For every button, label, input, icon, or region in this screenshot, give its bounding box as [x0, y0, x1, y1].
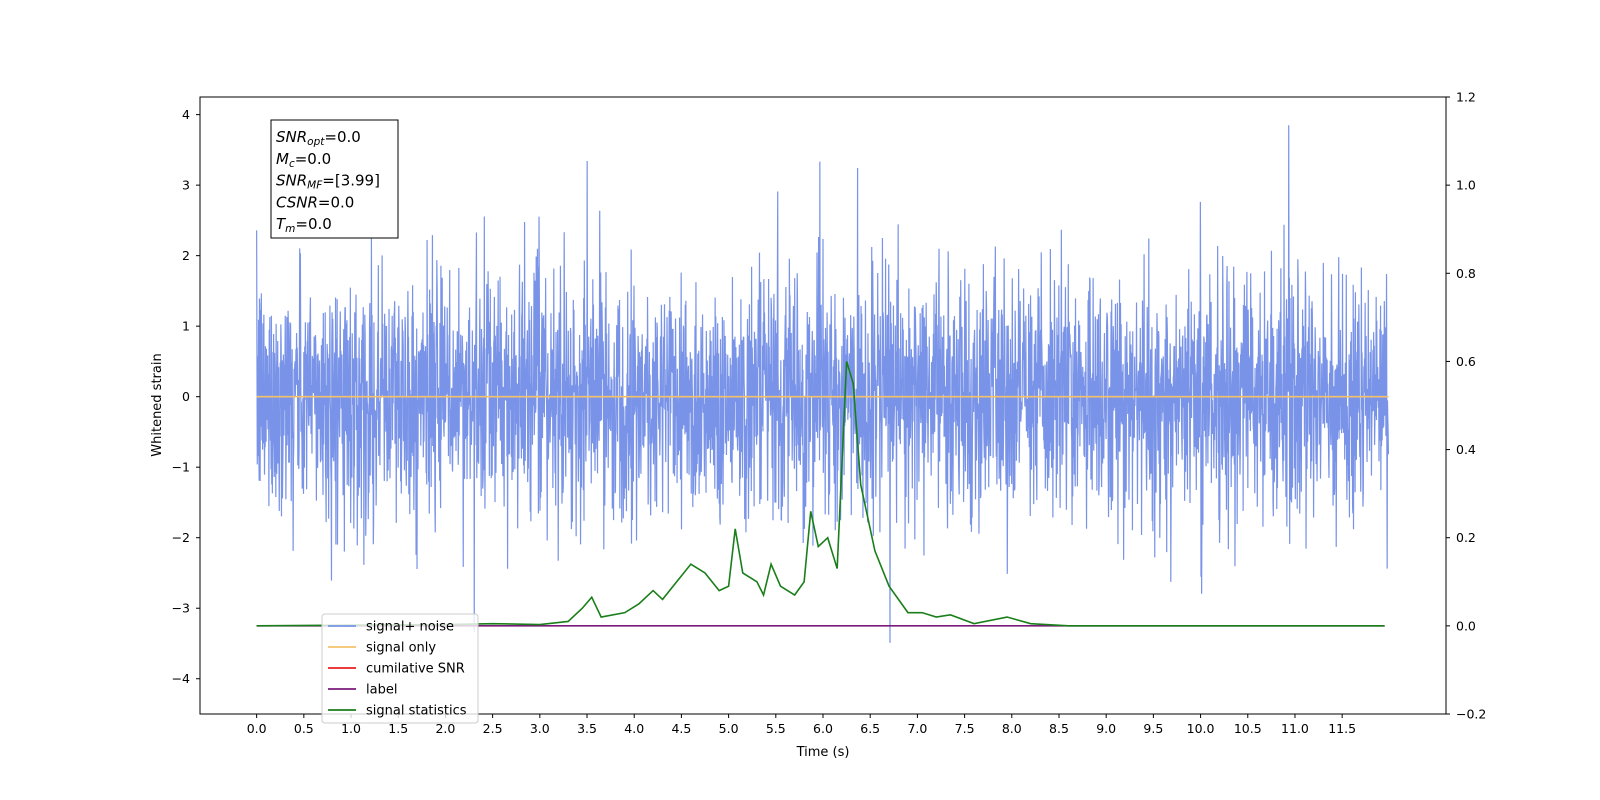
x-tick-label: 7.5: [955, 721, 975, 736]
y2-tick-label: 0.4: [1456, 442, 1476, 457]
legend-label: signal only: [366, 641, 436, 656]
x-tick-label: 8.5: [1049, 721, 1069, 736]
x-tick-label: 4.0: [624, 721, 644, 736]
plot-content: [256, 125, 1390, 643]
x-tick-label: 2.5: [483, 721, 503, 736]
x-axis: 0.0 0.5 1.0 1.5 2.0 2.5 3.0 3.5 4.0 4.5 5.0 5.5 6.0 6…: [247, 714, 1356, 736]
x-tick-label: 11.0: [1281, 721, 1309, 736]
y2-tick-label: 0.2: [1456, 530, 1476, 545]
y-axis-left: −4 −3 −2 −1 0 1 2 3 4: [172, 107, 200, 686]
x-tick-label: 4.5: [671, 721, 691, 736]
y2-tick-label: −0.2: [1456, 707, 1486, 722]
y-tick-label: −2: [172, 530, 190, 545]
x-tick-label: 8.0: [1002, 721, 1022, 736]
legend-label: signal statistics: [366, 704, 467, 719]
annotation-var: SNR: [276, 128, 307, 146]
y-tick-label: −1: [172, 460, 190, 475]
annotation-line: SNRMF=[3.99]: [276, 172, 380, 192]
annotation-sub: MF: [307, 180, 323, 192]
annotation-sub: m: [285, 223, 295, 235]
annotation-value: =0.0: [318, 193, 354, 211]
annotation-var: CSNR: [276, 193, 318, 211]
y-tick-label: 1: [182, 319, 190, 334]
y-tick-label: −4: [172, 671, 190, 686]
annotation-line: Mc=0.0: [276, 150, 331, 170]
y-axis-label: Whitened strain: [150, 353, 165, 456]
annotation-line: SNRopt=0.0: [276, 128, 361, 148]
x-tick-label: 6.5: [860, 721, 880, 736]
y-tick-label: 4: [182, 107, 190, 122]
y-axis-right: −0.2 0.0 0.2 0.4 0.6 0.8 1.0 1.2: [1446, 90, 1486, 722]
x-tick-label: 9.0: [1096, 721, 1116, 736]
annotation-value: =0.0: [295, 150, 331, 168]
legend-label: signal+ noise: [366, 620, 454, 635]
y-tick-label: 2: [182, 248, 190, 263]
series-signal-statistics-line: [256, 361, 1385, 627]
x-tick-label: 1.5: [388, 721, 408, 736]
x-tick-label: 9.5: [1143, 721, 1163, 736]
x-tick-label: 2.0: [435, 721, 455, 736]
annotation-sub: opt: [307, 136, 325, 148]
annotation-line: Tm=0.0: [276, 215, 332, 235]
y2-tick-label: 1.0: [1456, 178, 1476, 193]
annotation-var: T: [276, 215, 287, 233]
legend: signal+ noise signal only cumilative SNR la…: [321, 613, 479, 724]
legend-label: label: [366, 683, 397, 698]
annotation-frame: [270, 119, 399, 239]
x-tick-label: 6.0: [813, 721, 833, 736]
annotation-var: M: [276, 150, 289, 168]
x-tick-label: 10.5: [1234, 721, 1262, 736]
x-tick-label: 0.0: [247, 721, 267, 736]
annotation-box: SNRopt=0.0Mc=0.0SNRMF=[3.99]CSNR=0.0Tm=0…: [270, 119, 399, 239]
x-tick-label: 5.5: [766, 721, 786, 736]
y2-tick-label: 0.0: [1456, 618, 1476, 633]
y-tick-label: −3: [172, 601, 190, 616]
series-signal-noise-line: [256, 125, 1390, 643]
annotation-value: =[3.99]: [322, 172, 380, 190]
x-tick-label: 11.5: [1328, 721, 1356, 736]
annotation-var: SNR: [276, 172, 307, 190]
legend-frame: [321, 613, 479, 724]
x-tick-label: 1.0: [341, 721, 361, 736]
annotation-line: CSNR=0.0: [276, 193, 354, 211]
x-tick-label: 3.0: [530, 721, 550, 736]
x-tick-label: 3.5: [577, 721, 597, 736]
y2-tick-label: 1.2: [1456, 90, 1476, 105]
y-tick-label: 0: [182, 389, 190, 404]
x-axis-label: Time (s): [796, 745, 850, 760]
x-tick-label: 7.0: [907, 721, 927, 736]
y2-tick-label: 0.8: [1456, 266, 1476, 281]
legend-label: cumilative SNR: [366, 662, 465, 677]
x-tick-label: 5.0: [719, 721, 739, 736]
x-tick-label: 0.5: [294, 721, 314, 736]
y2-tick-label: 0.6: [1456, 354, 1476, 369]
x-tick-label: 10.0: [1187, 721, 1215, 736]
annotation-value: =0.0: [295, 215, 331, 233]
annotation-sub: c: [289, 158, 295, 170]
y-tick-label: 3: [182, 178, 190, 193]
annotation-value: =0.0: [324, 128, 360, 146]
